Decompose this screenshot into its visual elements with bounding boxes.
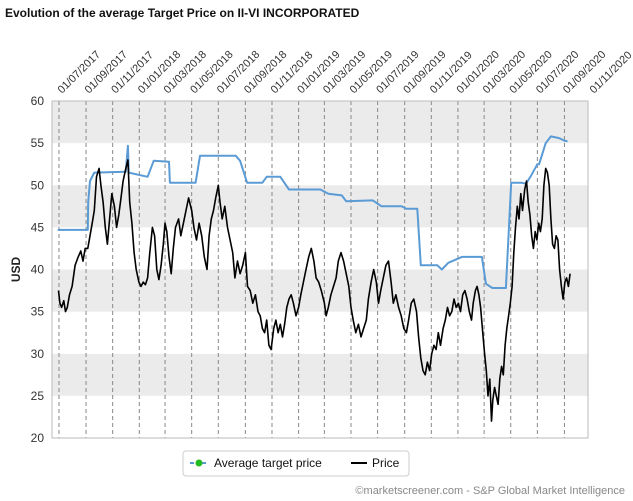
legend-label-price: Price [372,456,400,470]
series-layer [57,135,571,422]
legend-label-average-target-price: Average target price [214,456,322,470]
plot-band [52,101,588,144]
series-line-price [57,159,571,422]
legend-dot-average-target-price [195,459,203,467]
plot-band [52,185,588,228]
x-axis-ticks: 01/07/201701/09/201701/11/201701/01/2018… [56,49,633,96]
y-tick-label: 20 [31,431,45,445]
legend-box [182,450,410,477]
vertical-gridlines [58,101,565,438]
credit-text: ©marketscreener.com - S&P Global Market … [355,485,625,497]
y-tick-label: 40 [31,263,45,277]
chart-title: Evolution of the average Target Price on… [5,6,360,20]
y-tick-label: 35 [31,305,45,319]
plot-band [52,143,588,186]
y-tick-label: 25 [31,389,45,403]
y-tick-label: 50 [31,178,45,192]
y-tick-label: 45 [31,220,45,234]
y-axis-ticks: 20 25 30 35 40 45 50 55 60 [31,94,45,445]
plot-frame [51,100,589,439]
plot-band [52,269,588,312]
y-axis-label: USD [9,257,23,283]
y-tick-label: 60 [31,94,45,108]
y-tick-label: 55 [31,136,45,150]
plot-band [52,353,588,396]
plot-band [52,395,588,438]
plot-band [52,311,588,354]
plot-background [52,101,588,438]
plot-band [52,227,588,270]
legend: Average target price Price [182,450,410,477]
y-tick-label: 30 [31,347,45,361]
